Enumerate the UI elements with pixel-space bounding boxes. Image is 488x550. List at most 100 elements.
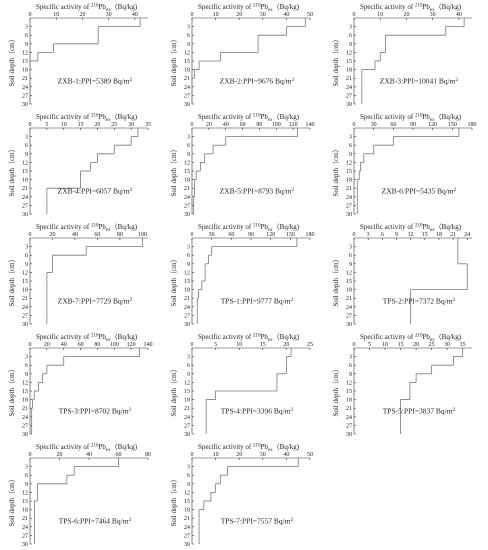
y-tick-label: 12 xyxy=(22,270,28,276)
x-tick-label: 0 xyxy=(353,232,356,238)
x-title-part: （Bq/kg) xyxy=(435,113,462,121)
y-tick-label: 9 xyxy=(187,482,190,488)
y-tick-label: 21 xyxy=(184,406,190,412)
x-axis-title: Specific activity of 210Pbex（Bq/kg) xyxy=(36,443,138,453)
x-tick-label: 0 xyxy=(191,12,194,18)
x-tick-label: 60 xyxy=(78,342,84,348)
y-tick-label: 24 xyxy=(22,85,28,91)
y-tick-label: 12 xyxy=(346,270,352,276)
y-tick-label: 15 xyxy=(22,169,28,175)
x-title-part: ex xyxy=(268,338,273,343)
x-title-part: （Bq/kg) xyxy=(111,443,138,451)
y-axis-title: Soil depth（cm） xyxy=(170,255,178,306)
y-tick-label: 30 xyxy=(184,322,190,328)
y-tick-label: 18 xyxy=(184,68,190,74)
y-tick-label: 9 xyxy=(349,372,352,378)
y-tick-label: 21 xyxy=(22,406,28,412)
x-tick-label: 10 xyxy=(53,12,59,18)
y-tick-label: 3 xyxy=(25,245,28,251)
x-tick-label: 80 xyxy=(256,122,262,128)
y-tick-label: 15 xyxy=(184,389,190,395)
x-tick-label: 30 xyxy=(371,122,377,128)
x-title-part: ex xyxy=(106,228,111,233)
x-title-part: Pb xyxy=(99,3,107,11)
y-tick-label: 24 xyxy=(184,85,190,91)
x-tick-label: 21 xyxy=(450,232,456,238)
y-tick-label: 9 xyxy=(349,262,352,268)
x-title-part: Specific activity of xyxy=(36,3,91,11)
x-axis-title: Specific activity of 210Pbex（Bq/kg) xyxy=(36,223,138,233)
y-tick-label: 21 xyxy=(346,76,352,82)
x-tick-label: 35 xyxy=(145,122,151,128)
y-tick-label: 6 xyxy=(187,473,190,479)
y-tick-label: 18 xyxy=(346,398,352,404)
x-title-part: ex xyxy=(268,118,273,123)
x-axis-title: Specific activity of 210Pbex（Bq/kg) xyxy=(198,333,300,343)
x-title-part: Specific activity of xyxy=(198,223,253,231)
x-title-part: 210 xyxy=(253,224,261,229)
annotation-part: TPS-7:PPI=7557 Bq/m xyxy=(221,516,291,525)
y-tick-label: 3 xyxy=(187,355,190,361)
x-tick-label: 40 xyxy=(86,452,92,458)
x-title-part: （Bq/kg) xyxy=(435,3,462,11)
x-title-part: Specific activity of xyxy=(198,113,253,121)
x-axis-title: Specific activity of 210Pbex（Bq/kg) xyxy=(360,333,462,343)
x-tick-label: 30 xyxy=(430,12,436,18)
x-title-part: （Bq/kg) xyxy=(273,223,300,231)
y-tick-label: 9 xyxy=(25,262,28,268)
x-tick-label: 0 xyxy=(191,232,194,238)
y-tick-label: 30 xyxy=(346,212,352,218)
x-tick-label: 30 xyxy=(444,342,450,348)
y-tick-label: 12 xyxy=(346,380,352,386)
x-title-part: Pb xyxy=(261,443,269,451)
x-title-part: 210 xyxy=(91,444,99,449)
x-tick-label: 0 xyxy=(353,12,356,18)
x-tick-label: 60 xyxy=(228,232,234,238)
x-title-part: （Bq/kg) xyxy=(111,3,138,11)
y-tick-label: 12 xyxy=(22,160,28,166)
y-tick-label: 27 xyxy=(184,533,190,539)
x-title-part: （Bq/kg) xyxy=(273,443,300,451)
y-tick-label: 3 xyxy=(349,135,352,141)
y-tick-label: 6 xyxy=(187,143,190,149)
x-tick-label: 100 xyxy=(110,342,119,348)
y-tick-label: 27 xyxy=(184,93,190,99)
y-tick-label: 21 xyxy=(22,76,28,82)
annotation-part: 2 xyxy=(453,408,456,413)
x-tick-label: 50 xyxy=(307,452,313,458)
x-tick-label: 80 xyxy=(94,342,100,348)
y-tick-label: 27 xyxy=(346,203,352,209)
x-tick-label: 180 xyxy=(468,122,477,128)
annotation-part: 2 xyxy=(291,518,294,523)
x-axis-title: Specific activity of 210Pbex（Bq/kg) xyxy=(360,3,462,13)
y-tick-label: 3 xyxy=(187,465,190,471)
y-tick-label: 24 xyxy=(184,305,190,311)
x-tick-label: 100 xyxy=(272,122,281,128)
x-tick-label: 50 xyxy=(307,12,313,18)
x-tick-label: 40 xyxy=(132,12,138,18)
y-tick-label: 30 xyxy=(22,432,28,438)
x-axis-title: Specific activity of 210Pbex（Bq/kg) xyxy=(198,3,300,13)
annotation-part: ZXB-7:PPI=7729 Bq/m xyxy=(58,296,130,305)
y-tick-label: 30 xyxy=(184,212,190,218)
x-tick-label: 20 xyxy=(79,12,85,18)
x-tick-label: 0 xyxy=(29,232,32,238)
x-title-part: （Bq/kg) xyxy=(273,333,300,341)
y-tick-label: 12 xyxy=(22,490,28,496)
x-tick-label: 90 xyxy=(410,122,416,128)
annotation: TPS-2:PPI=7372 Bq/m2 xyxy=(383,296,456,305)
y-tick-label: 12 xyxy=(22,380,28,386)
annotation: ZXB-3:PPI=10041 Bq/m2 xyxy=(380,76,459,85)
x-title-part: Pb xyxy=(261,113,269,121)
y-tick-label: 12 xyxy=(346,50,352,56)
x-tick-label: 90 xyxy=(248,232,254,238)
x-title-part: Pb xyxy=(423,333,431,341)
annotation: TPS-4:PPI=3396 Bq/m2 xyxy=(221,406,294,415)
y-tick-label: 18 xyxy=(346,288,352,294)
y-tick-label: 15 xyxy=(346,279,352,285)
x-tick-label: 15 xyxy=(422,232,428,238)
x-tick-label: 15 xyxy=(78,122,84,128)
y-tick-label: 3 xyxy=(349,245,352,251)
x-title-part: Pb xyxy=(261,3,269,11)
x-tick-label: 0 xyxy=(191,122,194,128)
